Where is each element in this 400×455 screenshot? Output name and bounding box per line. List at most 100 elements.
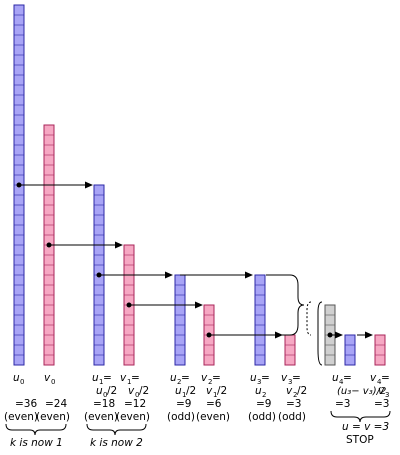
stop-label: STOP (346, 434, 374, 446)
u1-value: =18 (93, 398, 115, 410)
v0-parity: (even) (36, 411, 70, 423)
u1-sub: 1 (99, 378, 103, 386)
k-now-1: k is now 1 (10, 437, 63, 449)
v1-eq: = (131, 372, 140, 384)
u3-name: u (250, 372, 257, 384)
u2-name: u (170, 372, 177, 384)
u1-parity: (even) (84, 411, 118, 423)
u2-expr-sub: 1 (182, 391, 186, 399)
bar-u4-body (344, 334, 356, 366)
v4-name: v (370, 372, 377, 384)
v4-sub: 4 (377, 378, 382, 386)
v2-expr-var: v (206, 385, 213, 397)
v3-parity: (odd) (278, 411, 306, 423)
u2-expr-var: u (175, 385, 182, 397)
expr-v4: v 3 (378, 385, 389, 399)
bar-v3 (284, 334, 296, 366)
bar-v4-body (374, 334, 386, 366)
v2-eq: = (212, 372, 221, 384)
u0-sub: 0 (20, 378, 24, 386)
dot-v2 (206, 332, 212, 338)
v1-sub: 1 (127, 378, 131, 386)
v3-expr-div: /2 (297, 385, 307, 397)
v1-value: =12 (124, 398, 146, 410)
label-v2: v 2 = (201, 372, 221, 386)
label-u0: u 0 (13, 372, 24, 386)
v4-expr-var: v (378, 385, 385, 397)
v4-value: =3 (374, 398, 389, 410)
expr-u1: u 0 /2 (96, 385, 117, 399)
v1-expr-div: /2 (139, 385, 149, 397)
u1-expr-var: u (96, 385, 103, 397)
u4-value: =3 (335, 398, 350, 410)
u2-eq: = (181, 372, 190, 384)
bar-u3 (254, 274, 266, 366)
u3-value: =9 (256, 398, 271, 410)
v2-sub: 2 (208, 378, 212, 386)
v3-value: =3 (286, 398, 301, 410)
label-u4: u 4 = (332, 372, 352, 386)
bar-v3-body (284, 334, 296, 366)
v2-name: v (201, 372, 208, 384)
expr-v2: v 1 /2 (206, 385, 227, 399)
arrows (16, 181, 373, 339)
u1-expr-sub: 0 (103, 391, 107, 399)
v1-parity: (even) (116, 411, 150, 423)
v0-name: v (44, 372, 51, 384)
v1-expr-sub: 0 (135, 391, 139, 399)
expr-u2: u 1 /2 (175, 385, 196, 399)
expr-v1: v 0 /2 (128, 385, 149, 399)
v3-expr-var: v (286, 385, 293, 397)
dot-u0 (16, 182, 22, 188)
v3-sub: 3 (288, 378, 292, 386)
v2-parity: (even) (196, 411, 230, 423)
expr-u3: u 2 (255, 385, 266, 399)
v3-expr-sub: 2 (293, 391, 297, 399)
subtract-brace (266, 274, 323, 366)
v4-eq: = (381, 372, 390, 384)
u3-expr-var: u (255, 385, 262, 397)
bar-u4 (344, 334, 356, 366)
dot-v1 (126, 302, 132, 308)
v2-value: =6 (206, 398, 222, 410)
v3-eq: = (292, 372, 301, 384)
label-v0: v 0 (44, 372, 55, 386)
v2-expr-sub: 1 (213, 391, 217, 399)
label-v4: v 4 = (370, 372, 390, 386)
u1-eq: = (103, 372, 112, 384)
dot-u1 (96, 272, 102, 278)
u4-sub: 4 (339, 378, 344, 386)
u4-name: u (332, 372, 339, 384)
label-u1: u 1 = (92, 372, 112, 386)
u3-expr-sub: 2 (262, 391, 266, 399)
label-v3: v 3 = (281, 372, 301, 386)
u3-sub: 3 (257, 378, 261, 386)
u3-parity: (odd) (248, 411, 276, 423)
v3-name: v (281, 372, 288, 384)
dot-v0 (46, 242, 52, 248)
u0-parity: (even) (4, 411, 38, 423)
bar-u2-body (174, 274, 186, 366)
u2-parity: (odd) (167, 411, 195, 423)
v0-value: =24 (45, 398, 67, 410)
bar-u3-body (254, 274, 266, 366)
u1-name: u (92, 372, 99, 384)
u4-eq: = (343, 372, 352, 384)
dot-diff (327, 332, 333, 338)
v1-name: v (120, 372, 127, 384)
u2-expr-div: /2 (186, 385, 196, 397)
u0-value: =36 (15, 398, 37, 410)
v2-expr-div: /2 (217, 385, 227, 397)
u3-eq: = (261, 372, 270, 384)
expr-v3: v 2 /2 (286, 385, 307, 399)
bar-u2 (174, 274, 186, 366)
result-label: u = v =3 (342, 421, 389, 433)
u4-expr: (u₃− v₃)/2 (337, 386, 386, 397)
u0-name: u (13, 372, 20, 384)
v1-expr-var: v (128, 385, 135, 397)
label-v1: v 1 = (120, 372, 140, 386)
v0-sub: 0 (51, 378, 55, 386)
u2-sub: 2 (177, 378, 181, 386)
bottom-braces (5, 410, 391, 436)
